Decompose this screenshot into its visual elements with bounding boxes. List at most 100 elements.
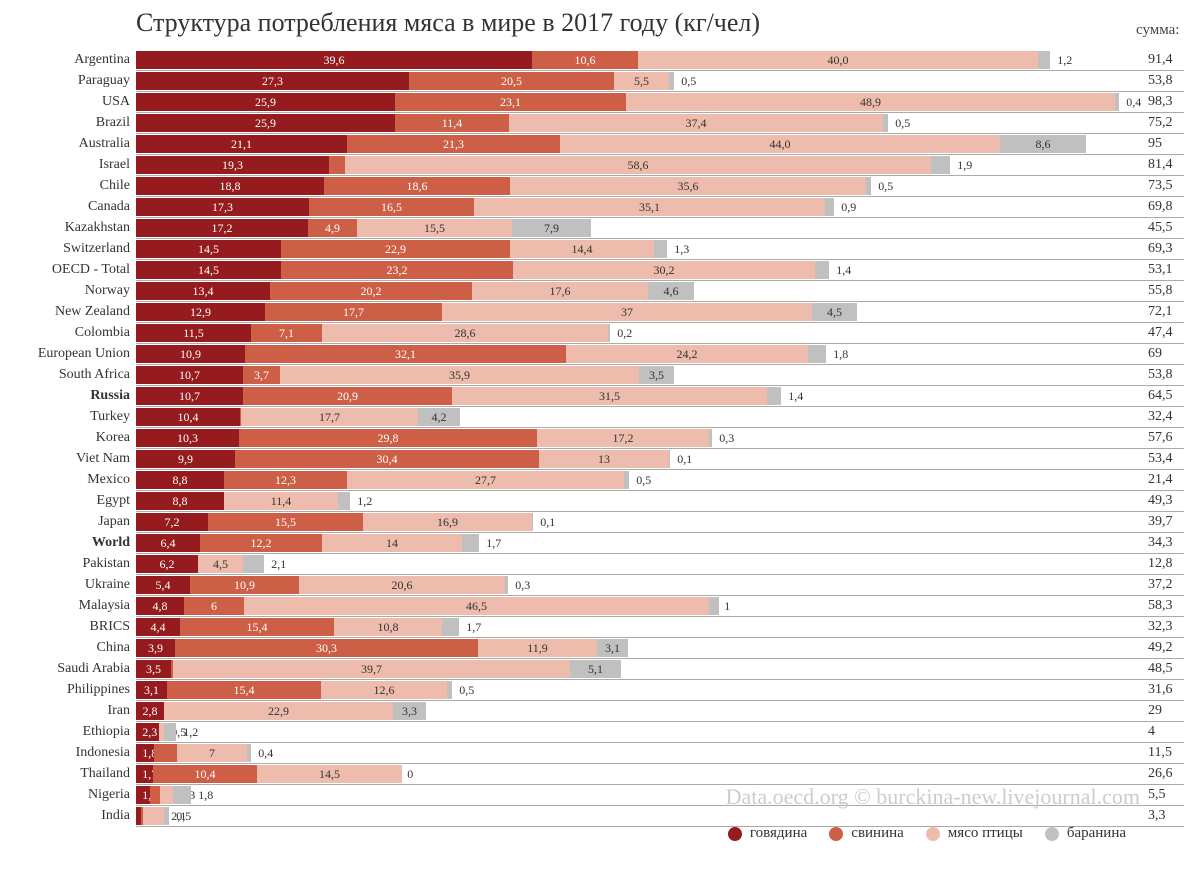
bar-value-label: 0,4 (1122, 95, 1146, 110)
bar-value-label: 8,8 (168, 473, 192, 488)
bar-value-label: 10,8 (373, 620, 403, 635)
sum-value: 11,5 (1148, 745, 1172, 761)
sum-value: 47,4 (1148, 325, 1173, 341)
sum-value: 49,2 (1148, 640, 1173, 656)
bar-value-label: 12,9 (186, 305, 216, 320)
bar-value-label: 3,3 (398, 704, 422, 719)
bar-value-label: 0,3 (715, 431, 739, 446)
row-gridline (136, 343, 1184, 344)
sum-value: 53,8 (1148, 73, 1173, 89)
bar-segment-sheep (825, 198, 834, 216)
legend-swatch-sheep (1045, 827, 1059, 841)
row-gridline (136, 133, 1184, 134)
bar-value-label: 4,5 (209, 557, 233, 572)
bar-value-label: 11,4 (437, 116, 467, 131)
sum-value: 45,5 (1148, 220, 1173, 236)
bar-segment-sheep (866, 177, 871, 195)
bar-value-label: 25,9 (251, 116, 281, 131)
bar-value-label: 10,4 (173, 410, 203, 425)
bar-value-label: 7,9 (540, 221, 564, 236)
bar-value-label: 31,5 (595, 389, 625, 404)
bar-value-label: 11,9 (523, 641, 553, 656)
legend-swatch-pork (829, 827, 843, 841)
bar-value-label: 1,7 (482, 536, 506, 551)
country-label: Norway (0, 283, 130, 299)
sum-value: 5,5 (1148, 787, 1166, 803)
bar-value-label: 10,7 (175, 368, 205, 383)
country-label: Australia (0, 136, 130, 152)
sum-value: 69,8 (1148, 199, 1173, 215)
country-label: Mexico (0, 472, 130, 488)
sum-value: 49,3 (1148, 493, 1173, 509)
bar-value-label: 17,7 (315, 410, 345, 425)
bar-value-label: 3,1 (140, 683, 164, 698)
sum-value: 95 (1148, 136, 1162, 152)
bar-value-label: 14,5 (315, 767, 345, 782)
country-label: South Africa (0, 367, 130, 383)
sum-header-label: сумма: (1136, 22, 1179, 39)
bar-value-label: 6,2 (155, 557, 179, 572)
row-gridline (136, 427, 1184, 428)
bar-value-label: 7 (207, 746, 218, 761)
bar-value-label: 21,1 (227, 137, 257, 152)
row-gridline (136, 532, 1184, 533)
country-label: China (0, 640, 130, 656)
bar-value-label: 16,5 (377, 200, 407, 215)
bar-value-label: 13 (596, 452, 613, 467)
country-label: Brazil (0, 115, 130, 131)
country-label: Turkey (0, 409, 130, 425)
bar-value-label: 10,9 (230, 578, 260, 593)
bar-segment-sheep (247, 744, 251, 762)
country-label: USA (0, 94, 130, 110)
row-gridline (136, 511, 1184, 512)
country-label: Saudi Arabia (0, 661, 130, 677)
bar-value-label: 6,4 (156, 536, 180, 551)
sum-value: 98,3 (1148, 94, 1173, 110)
bar-segment-sheep (669, 72, 674, 90)
bar-value-label: 4,5 (823, 305, 847, 320)
bar-value-label: 1,2 (1053, 53, 1077, 68)
country-label: Kazakhstan (0, 220, 130, 236)
bar-segment-pork (154, 744, 177, 762)
bar-value-label: 1,3 (670, 242, 694, 257)
bar-value-label: 17,2 (608, 431, 638, 446)
country-label: Philippines (0, 682, 130, 698)
row-gridline (136, 301, 1184, 302)
bar-value-label: 28,6 (450, 326, 480, 341)
watermark-text: Data.oecd.org © burckina-new.livejournal… (726, 784, 1140, 810)
legend: говядинасвининамясо птицыбаранина (728, 825, 1140, 842)
bar-value-label: 46,5 (462, 599, 492, 614)
row-gridline (136, 196, 1184, 197)
bar-value-label: 1,2 (179, 725, 203, 740)
row-gridline (136, 154, 1184, 155)
row-gridline (136, 217, 1184, 218)
row-gridline (136, 70, 1184, 71)
bar-value-label: 29,8 (373, 431, 403, 446)
sum-value: 58,3 (1148, 598, 1173, 614)
legend-swatch-beef (728, 827, 742, 841)
sum-value: 21,4 (1148, 472, 1173, 488)
bar-segment-pork (150, 786, 160, 804)
bar-value-label: 30,3 (312, 641, 342, 656)
country-label: Thailand (0, 766, 130, 782)
bar-value-label: 14 (384, 536, 401, 551)
row-gridline (136, 679, 1184, 680)
bar-segment-sheep (243, 555, 264, 573)
bar-value-label: 40,0 (823, 53, 853, 68)
bar-segment-sheep (608, 324, 610, 342)
country-label: Korea (0, 430, 130, 446)
bar-value-label: 0,5 (891, 116, 915, 131)
bar-value-label: 17,6 (545, 284, 575, 299)
sum-value: 55,8 (1148, 283, 1173, 299)
bar-value-label: 30,2 (649, 263, 679, 278)
bar-value-label: 19,3 (218, 158, 248, 173)
sum-value: 39,7 (1148, 514, 1173, 530)
chart-title: Структура потребления мяса в мире в 2017… (136, 8, 760, 38)
sum-value: 3,3 (1148, 808, 1166, 824)
bar-value-label: 39,7 (357, 662, 387, 677)
bar-value-label: 0,3 (511, 578, 535, 593)
bar-value-label: 2,1 (267, 557, 291, 572)
bar-value-label: 10,3 (173, 431, 203, 446)
sum-value: 34,3 (1148, 535, 1173, 551)
bar-value-label: 37,4 (681, 116, 711, 131)
